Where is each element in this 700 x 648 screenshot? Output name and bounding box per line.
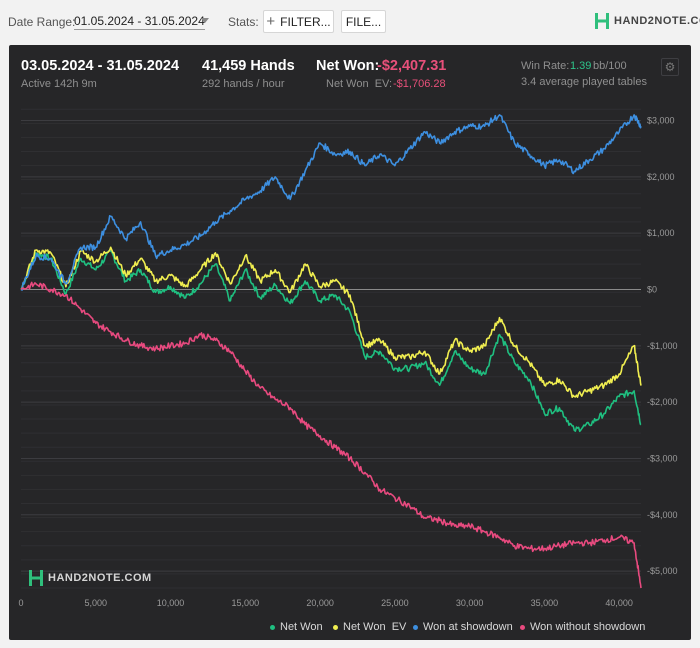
y-tick-label: $3,000: [647, 116, 675, 126]
y-tick-label: -$3,000: [647, 453, 678, 463]
file-button-label: FILE...: [345, 14, 382, 29]
summary-hands-per-hour: 292 hands / hour: [202, 78, 285, 90]
x-tick-label: 15,000: [232, 598, 260, 608]
legend-non-showdown-swatch: [520, 624, 525, 630]
y-tick-label: $1,000: [647, 228, 675, 238]
x-tick-label: 40,000: [605, 598, 633, 608]
x-tick-label: 20,000: [306, 598, 334, 608]
legend-showdown-label: Won at showdown: [423, 621, 513, 633]
x-tick-label: 25,000: [381, 598, 409, 608]
legend-net-won-swatch: [270, 624, 275, 630]
filter-button[interactable]: + FILTER...: [263, 10, 334, 33]
gear-icon[interactable]: ⚙: [661, 58, 679, 76]
series-line-net-won-ev: [20, 246, 642, 398]
x-tick-label: 0: [18, 598, 23, 608]
series-line-net-won: [20, 249, 642, 433]
hand2note-logo-icon: [595, 13, 609, 29]
chart-panel: [9, 45, 691, 640]
toolbar: Date Range: 01.05.2024 - 31.05.2024 Stat…: [0, 0, 700, 44]
legend-non-showdown[interactable]: Won without showdown: [520, 621, 645, 633]
plus-icon: +: [266, 13, 276, 30]
win-rate-label: Win Rate:: [521, 60, 570, 72]
date-range-select[interactable]: 01.05.2024 - 31.05.2024: [74, 14, 205, 30]
brand-text: HAND2NOTE.COM: [614, 15, 700, 27]
y-tick-label: -$4,000: [647, 510, 678, 520]
date-range-label: Date Range:: [8, 15, 76, 29]
y-tick-label: $2,000: [647, 172, 675, 182]
legend-net-won-label: Net Won: [280, 621, 323, 633]
chart-watermark-logo: HAND2NOTE.COM: [28, 569, 152, 587]
legend-showdown[interactable]: Won at showdown: [413, 621, 513, 633]
net-won-value: -$2,407.31: [377, 58, 447, 74]
y-tick-label: $0: [647, 284, 657, 294]
chevron-down-icon[interactable]: [201, 18, 209, 23]
series-line-won-without-showdown: [20, 281, 642, 589]
y-tick-label: -$2,000: [647, 397, 678, 407]
legend-net-won-ev-swatch: [333, 624, 338, 630]
stats-label: Stats:: [228, 15, 259, 29]
brand-logo: HAND2NOTE.COM: [594, 12, 700, 30]
y-tick-label: -$5,000: [647, 566, 678, 576]
series-line-won-at-showdown: [20, 114, 642, 291]
legend-non-showdown-label: Won without showdown: [530, 621, 646, 633]
win-rate-value: 1.39: [570, 60, 592, 72]
net-won-ev-label: Net Won EV:: [326, 78, 393, 90]
file-button[interactable]: FILE...: [341, 10, 386, 33]
x-tick-label: 30,000: [456, 598, 484, 608]
x-tick-label: 5,000: [85, 598, 108, 608]
legend-net-won-ev-label: Net Won EV: [343, 621, 407, 633]
net-won-label: Net Won:: [316, 58, 380, 74]
y-tick-label: -$1,000: [647, 341, 678, 351]
legend-net-won-ev[interactable]: Net Won EV: [333, 621, 406, 633]
net-won-ev-value: -$1,706.28: [393, 78, 446, 90]
legend-net-won[interactable]: Net Won: [270, 621, 323, 633]
chart-watermark-text: HAND2NOTE.COM: [48, 572, 152, 584]
summary-active-time: Active 142h 9m: [21, 78, 97, 90]
x-tick-label: 10,000: [157, 598, 185, 608]
legend-showdown-swatch: [413, 624, 418, 630]
summary-period: 03.05.2024 - 31.05.2024: [21, 58, 180, 74]
filter-button-label: FILTER...: [280, 14, 331, 29]
summary-hands: 41,459 Hands: [202, 58, 295, 74]
x-tick-label: 35,000: [531, 598, 559, 608]
hand2note-logo-icon: [29, 570, 43, 586]
win-rate-unit: bb/100: [593, 60, 627, 72]
average-tables: 3.4 average played tables: [521, 76, 647, 88]
